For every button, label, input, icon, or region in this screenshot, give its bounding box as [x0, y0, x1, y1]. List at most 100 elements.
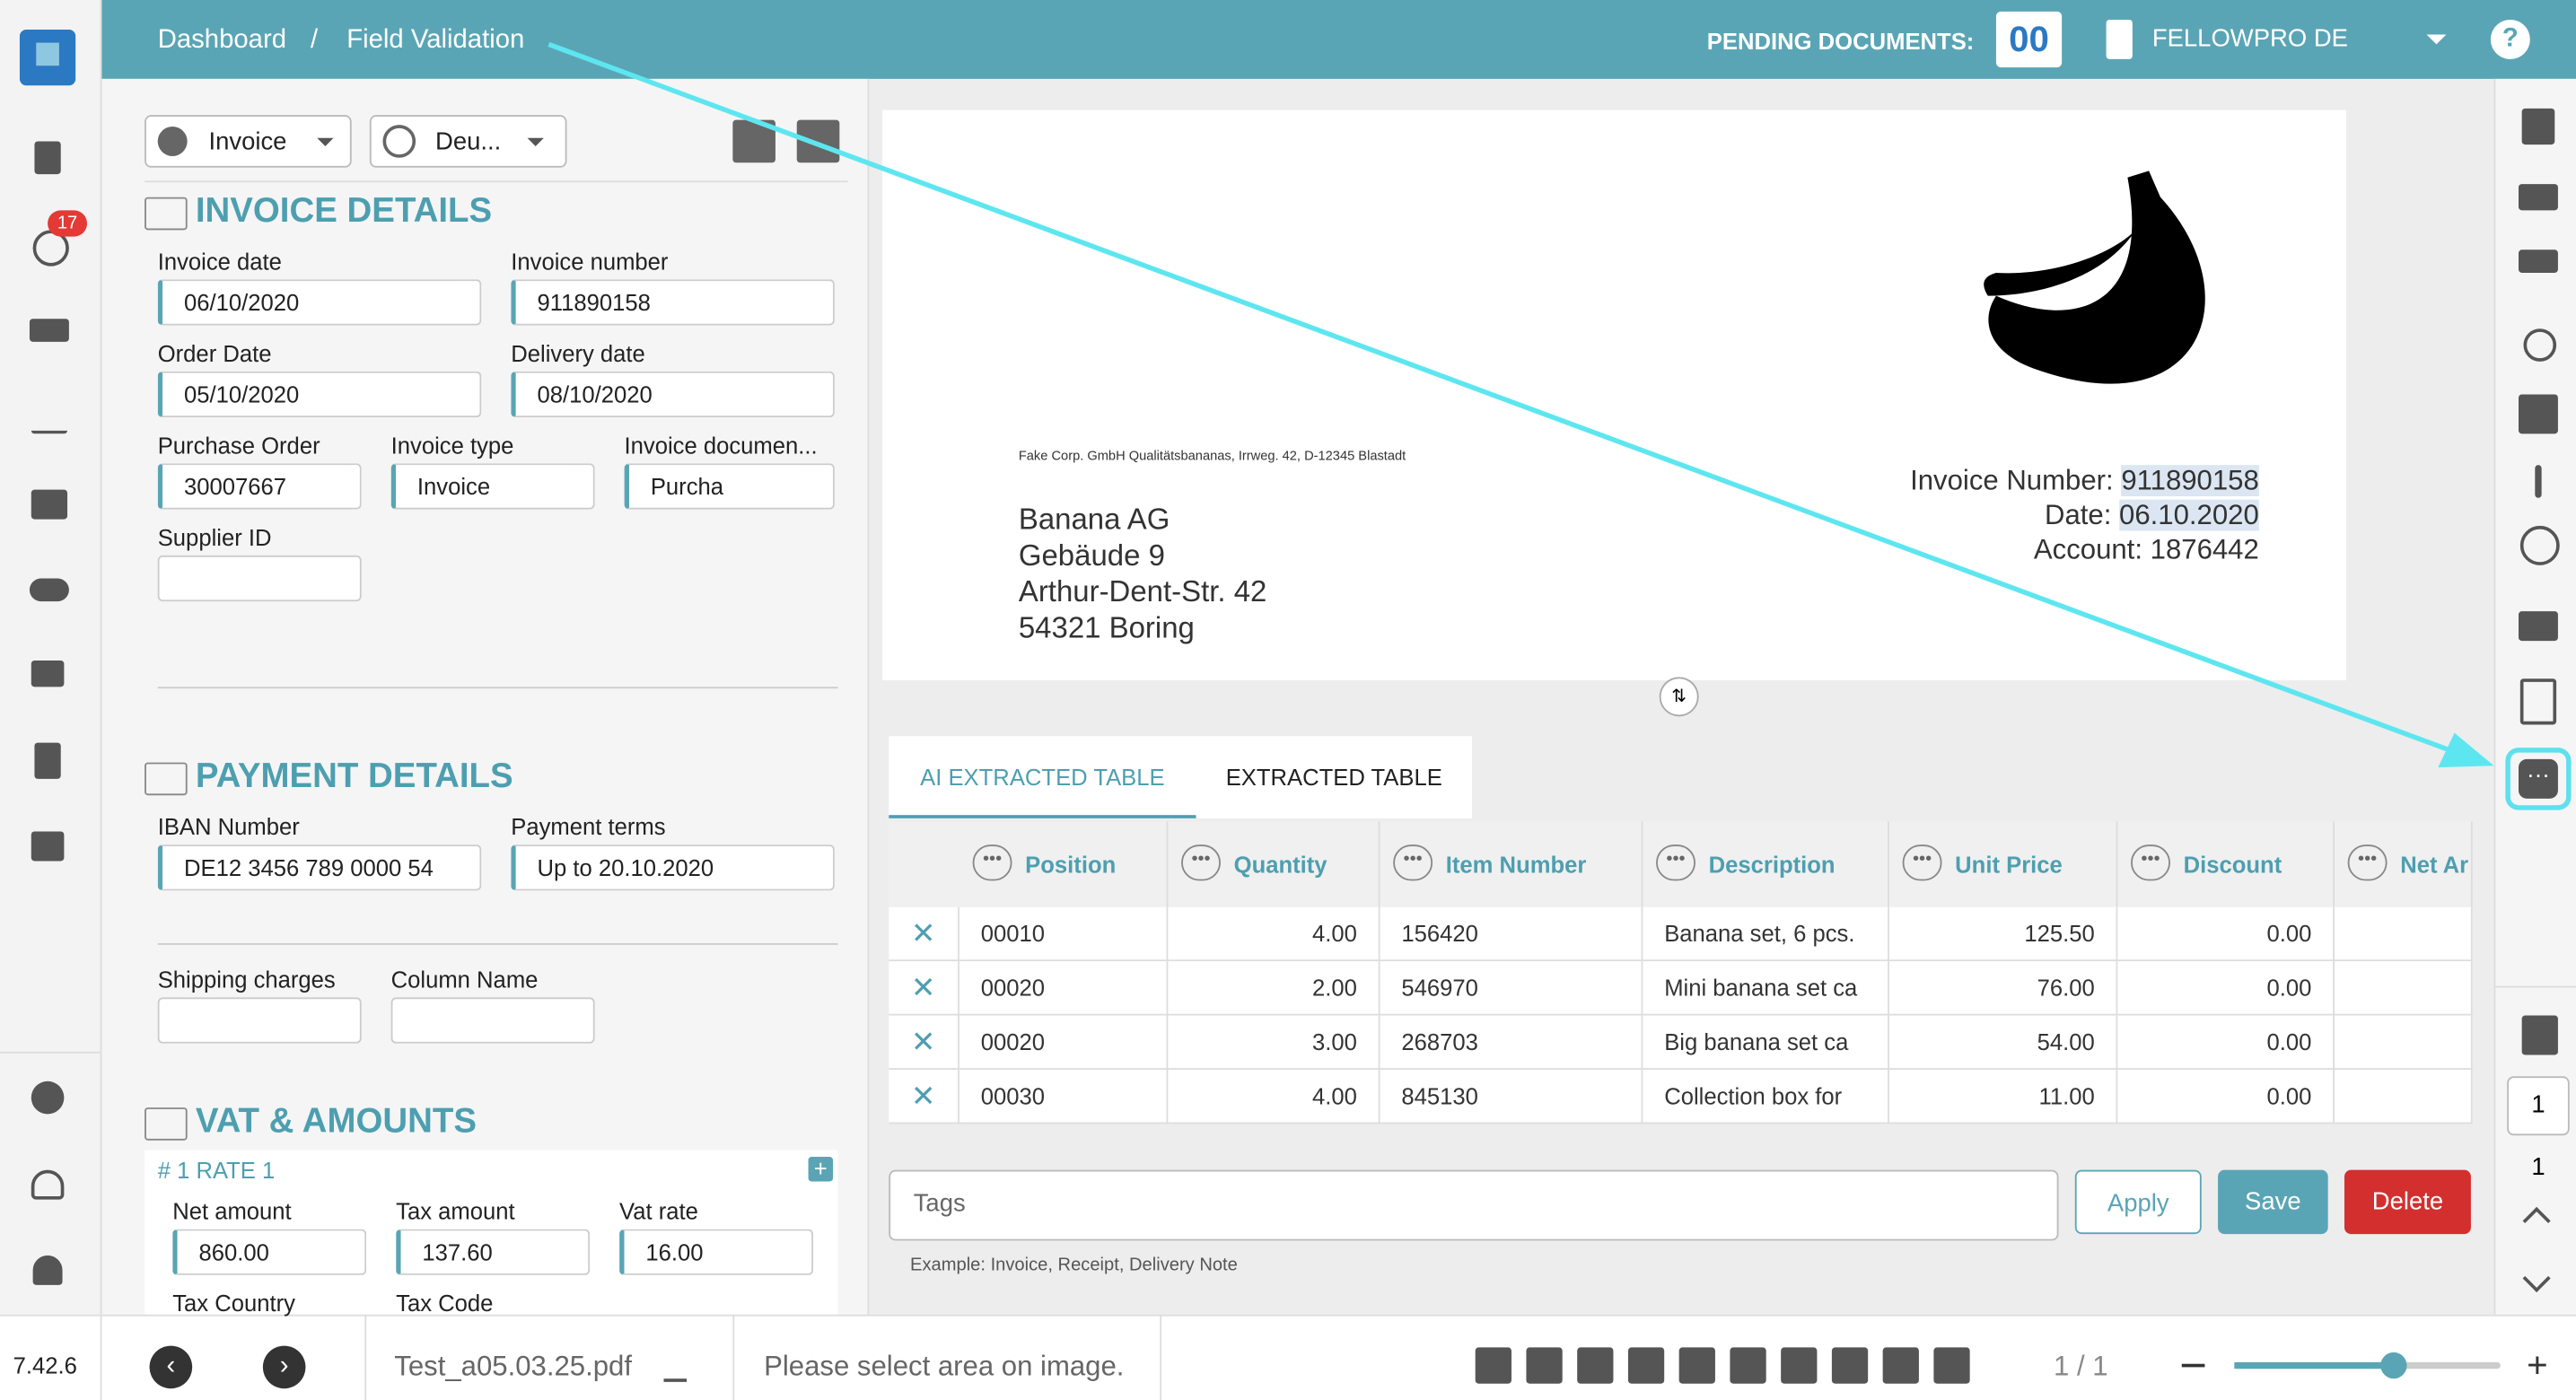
breadcrumb-home[interactable]: Dashboard	[157, 26, 287, 55]
document-preview[interactable]	[881, 109, 2346, 681]
tool[interactable]	[2519, 249, 2558, 273]
field-input[interactable]	[157, 555, 362, 602]
field-input[interactable]	[157, 997, 362, 1044]
field-input[interactable]: 137.60	[396, 1229, 591, 1275]
logo[interactable]	[19, 29, 76, 86]
table-cell: 2.00	[1168, 961, 1380, 1016]
column-header[interactable]: Position	[959, 821, 1169, 907]
nav-receipts[interactable]	[34, 742, 61, 779]
field-input[interactable]: Invoice	[390, 463, 595, 510]
field-input[interactable]	[390, 997, 595, 1044]
remove-row[interactable]: ✕	[889, 961, 959, 1016]
page-input[interactable]: 1	[2507, 1076, 2570, 1136]
address-line: 54321 Boring	[1018, 611, 1195, 644]
tags-input[interactable]: Tags	[889, 1169, 2059, 1241]
remove-row[interactable]: ✕	[889, 1069, 959, 1124]
nav-documents[interactable]	[34, 141, 61, 175]
nav-settings[interactable]	[31, 1081, 65, 1115]
footer-tool[interactable]	[1475, 1347, 1511, 1384]
language-select[interactable]: Deu...	[369, 115, 567, 168]
footer-tool[interactable]	[1526, 1347, 1563, 1384]
zoom-out[interactable]	[2181, 1363, 2205, 1368]
footer-tool[interactable]	[1831, 1347, 1869, 1384]
column-menu[interactable]: •••	[2131, 844, 2170, 881]
footer-tool[interactable]	[1730, 1347, 1766, 1384]
next-document[interactable]: ›	[262, 1345, 306, 1389]
pending-count[interactable]: 00	[1995, 11, 2063, 68]
nav-order[interactable]	[31, 831, 65, 862]
zoom-in[interactable]: +	[2527, 1343, 2548, 1386]
field-input[interactable]: 30007667	[157, 463, 362, 510]
field-input[interactable]: Up to 20.10.2020	[511, 844, 835, 891]
tool[interactable]	[2519, 184, 2558, 211]
tool[interactable]	[2519, 394, 2558, 434]
meta-label: Date:	[2044, 499, 2112, 531]
column-menu[interactable]: •••	[972, 844, 1012, 881]
apply-button[interactable]: Apply	[2074, 1169, 2202, 1235]
column-header[interactable]: Description	[1643, 821, 1889, 907]
field-input[interactable]: 05/10/2020	[157, 371, 482, 418]
footer-tool[interactable]	[1781, 1347, 1818, 1384]
zoom-slider[interactable]	[2234, 1352, 2501, 1379]
column-menu[interactable]: •••	[1393, 844, 1433, 881]
tab[interactable]: EXTRACTED TABLE	[1225, 764, 1442, 791]
column-menu[interactable]: •••	[1656, 844, 1695, 881]
nav-delivery[interactable]	[29, 319, 69, 342]
column-menu[interactable]: •••	[1181, 844, 1221, 881]
pages-icon[interactable]	[2521, 1015, 2558, 1055]
field-input[interactable]: 08/10/2020	[511, 371, 835, 418]
footer-tool[interactable]	[1933, 1347, 1970, 1384]
column-header[interactable]: Net Ar	[2335, 821, 2473, 907]
column-header[interactable]: Discount	[2117, 821, 2335, 907]
company-dropdown[interactable]	[2426, 34, 2447, 45]
table-cell: 0.00	[2117, 1069, 2335, 1124]
tool[interactable]	[2519, 525, 2560, 565]
field-input[interactable]: 860.00	[172, 1229, 367, 1275]
meta-value: 911890158	[2121, 465, 2259, 496]
tool[interactable]	[2519, 678, 2557, 725]
nav-cart[interactable]	[31, 661, 65, 687]
remove-row[interactable]: ✕	[889, 906, 959, 962]
footer-tool[interactable]	[1577, 1347, 1614, 1384]
column-menu[interactable]: •••	[2347, 844, 2388, 881]
company[interactable]: FELLOWPRO DE	[2151, 24, 2348, 53]
add-rate[interactable]: +	[808, 1156, 834, 1182]
column-header[interactable]: Quantity	[1168, 821, 1380, 907]
column-header[interactable]: Unit Price	[1889, 821, 2118, 907]
resize-handle[interactable]: ⇅	[1659, 677, 1699, 717]
column-menu[interactable]: •••	[1902, 844, 1942, 881]
footer-tool[interactable]	[1882, 1347, 1919, 1384]
help[interactable]: ?	[2490, 19, 2530, 59]
footer-tool[interactable]	[1678, 1347, 1715, 1384]
nav-workflow[interactable]	[31, 489, 68, 520]
tool[interactable]	[2535, 465, 2542, 498]
field-input[interactable]: DE12 3456 789 0000 54	[157, 844, 482, 891]
column-header[interactable]: Item Number	[1380, 821, 1643, 907]
download[interactable]	[663, 1352, 688, 1382]
field-input[interactable]: 16.00	[619, 1229, 814, 1275]
field-input[interactable]: 06/10/2020	[157, 279, 482, 326]
document-type-select[interactable]: Invoice	[145, 115, 352, 168]
tab-active[interactable]: AI EXTRACTED TABLE	[889, 736, 1196, 818]
field-label: Tax Code	[396, 1290, 494, 1317]
tool[interactable]	[2523, 328, 2557, 362]
remove-row[interactable]: ✕	[889, 1015, 959, 1070]
nav-profile[interactable]	[32, 1255, 63, 1285]
table-cell: 0.00	[2117, 961, 2335, 1016]
field-input[interactable]: 911890158	[511, 279, 835, 326]
delete-button[interactable]: Delete	[2344, 1169, 2471, 1235]
tool[interactable]	[2521, 108, 2555, 145]
save-button[interactable]: Save	[2218, 1169, 2328, 1235]
nav-support[interactable]	[31, 1169, 65, 1200]
prev-document[interactable]: ‹	[149, 1345, 193, 1389]
badge: 17	[48, 210, 88, 237]
footer-tool[interactable]	[1627, 1347, 1665, 1384]
highlight	[2505, 748, 2572, 810]
field-input[interactable]: Purcha	[624, 463, 835, 510]
tool[interactable]	[2519, 611, 2558, 642]
nav-users[interactable]	[29, 578, 69, 602]
field-label: Invoice documen...	[624, 432, 818, 459]
nav-analytics[interactable]	[31, 404, 68, 434]
more-tool[interactable]: ···	[2519, 758, 2558, 799]
field-label: Net amount	[172, 1197, 292, 1225]
